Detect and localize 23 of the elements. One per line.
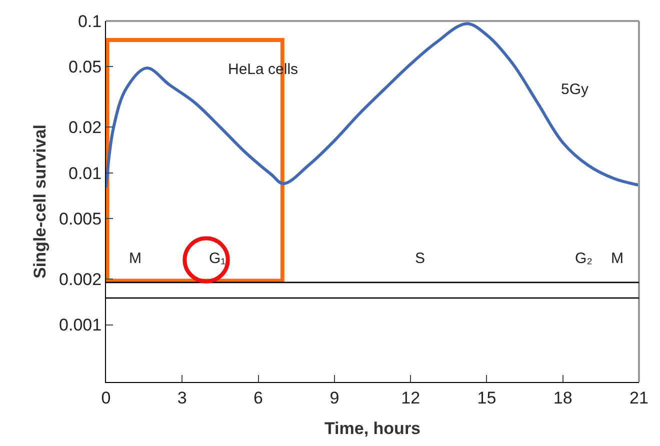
x-tick-label: 6 (254, 388, 264, 408)
x-tick-label: 18 (553, 388, 572, 408)
y-tick-label: 0.1 (78, 12, 102, 31)
annotation: M (129, 250, 142, 267)
annotation: G₂ (575, 250, 593, 267)
x-tick-label: 12 (401, 388, 420, 408)
y-tick-label: 0.02 (68, 118, 102, 138)
y-tick-label: 0.002 (59, 270, 102, 289)
x-tick-label: 15 (477, 388, 496, 408)
x-tick-label: 3 (177, 388, 187, 408)
y-tick-label: 0.05 (68, 58, 102, 77)
y-tick-label: 0.005 (59, 210, 102, 229)
y-tick-label: 0.01 (68, 164, 102, 183)
x-tick-label: 21 (630, 388, 648, 408)
x-tick-label: 9 (330, 388, 340, 408)
annotation: 5Gy (561, 81, 590, 98)
annotation: S (415, 250, 426, 267)
x-tick-label: 0 (101, 388, 111, 408)
annotation: M (611, 250, 624, 267)
x-axis-title: Time, hours (324, 418, 421, 438)
annotation: G₁ (209, 250, 226, 267)
y-axis-title: Single-cell survival (30, 124, 50, 279)
y-tick-label: 0.001 (59, 316, 102, 335)
